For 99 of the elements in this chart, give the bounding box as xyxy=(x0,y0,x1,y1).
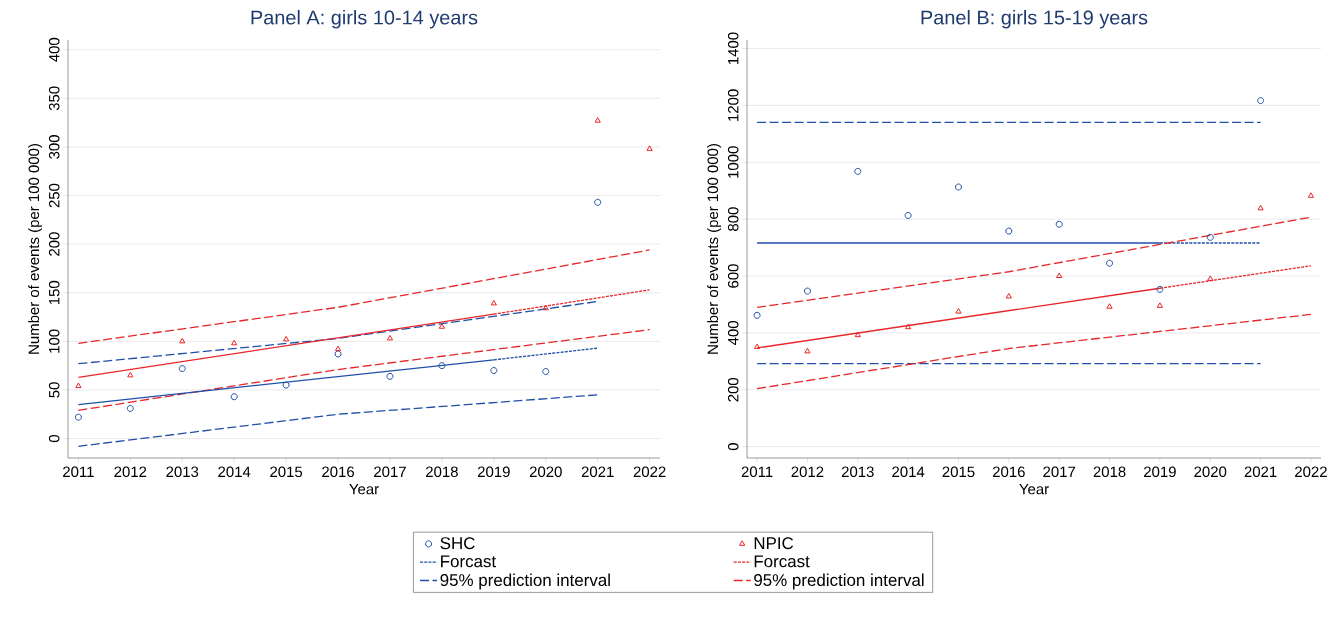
legend-label: Forcast xyxy=(754,555,810,568)
point xyxy=(955,308,962,314)
point xyxy=(854,167,862,175)
x-tick-label: 2016 xyxy=(992,466,1025,478)
x-tick-label: 2019 xyxy=(1144,466,1176,478)
x-tick-label: 2013 xyxy=(841,466,874,478)
point xyxy=(1106,303,1113,309)
y-tick-label: 150 xyxy=(48,280,60,305)
point xyxy=(954,183,962,191)
y-tick-label: 0 xyxy=(727,443,739,451)
point xyxy=(127,371,134,378)
point xyxy=(542,367,550,375)
point xyxy=(438,323,445,329)
point xyxy=(1055,220,1063,228)
point xyxy=(1106,259,1114,267)
y-tick-label: 1200 xyxy=(727,89,739,121)
point xyxy=(1257,204,1264,211)
point xyxy=(230,393,238,401)
x-tick-label: 2020 xyxy=(529,466,562,478)
chart-title: Panel A: girls 10-14 years xyxy=(251,9,478,29)
x-tick-label: 2020 xyxy=(1194,466,1227,478)
x-tick-label: 2019 xyxy=(477,466,510,478)
x-tick-label: 2018 xyxy=(1093,466,1126,478)
y-tick-label: 100 xyxy=(48,329,60,353)
y-tick-label: 300 xyxy=(48,135,60,159)
x-tick-label: 2014 xyxy=(892,466,925,478)
y-tick-label: 400 xyxy=(727,321,739,345)
x-tick-label: 2017 xyxy=(1043,466,1076,478)
y-tick-label: 200 xyxy=(48,232,60,256)
point xyxy=(75,382,82,389)
y-tick-label: 1000 xyxy=(727,146,739,178)
x-tick-label: 2022 xyxy=(1295,466,1327,478)
point xyxy=(904,211,912,219)
x-tick-label: 2016 xyxy=(322,466,354,478)
point xyxy=(1005,292,1012,299)
y-tick-label: 0 xyxy=(48,434,60,443)
y-tick-label: 200 xyxy=(727,377,739,402)
y-axis-title: Number of events (per 100 000) xyxy=(28,144,43,354)
y-tick-label: 800 xyxy=(727,207,739,231)
y-tick-label: 350 xyxy=(48,86,60,111)
legend-label: NPIC xyxy=(754,537,794,550)
point xyxy=(646,145,653,151)
x-tick-label: 2015 xyxy=(942,466,975,478)
x-tick-label: 2021 xyxy=(1244,466,1277,478)
point xyxy=(334,345,342,352)
point xyxy=(179,337,186,344)
legend-label: Forcast xyxy=(441,555,497,568)
point xyxy=(803,287,811,295)
point xyxy=(1257,97,1265,105)
x-tick-label: 2018 xyxy=(426,466,458,478)
x-tick-label: 2022 xyxy=(633,466,666,478)
point xyxy=(490,299,497,306)
x-tick-label: 2017 xyxy=(374,466,406,478)
x-axis-title: Year xyxy=(349,483,379,495)
point xyxy=(753,343,761,350)
point xyxy=(386,372,394,380)
x-tick-label: 2011 xyxy=(741,466,773,478)
y-tick-label: 1400 xyxy=(727,32,739,65)
point xyxy=(1005,227,1013,235)
point xyxy=(438,362,446,370)
x-tick-label: 2012 xyxy=(791,466,824,478)
x-tick-label: 2014 xyxy=(218,466,251,478)
x-tick-label: 2015 xyxy=(270,466,303,478)
y-tick-label: 600 xyxy=(727,264,739,288)
x-tick-label: 2013 xyxy=(166,466,199,478)
point xyxy=(542,304,549,311)
chart-title: Panel B: girls 15-19 years xyxy=(921,9,1148,29)
point xyxy=(804,347,811,354)
point xyxy=(1207,275,1214,281)
y-axis-title: Number of events (per 100 000) xyxy=(707,144,722,354)
point xyxy=(1206,233,1214,241)
point xyxy=(283,335,290,342)
point xyxy=(490,367,498,375)
y-tick-label: 50 xyxy=(48,382,60,398)
point xyxy=(1056,272,1063,279)
point xyxy=(178,365,186,373)
point xyxy=(854,331,861,338)
legend-label: 95% prediction interval xyxy=(754,573,924,590)
x-tick-label: 2012 xyxy=(114,466,147,478)
y-tick-label: 250 xyxy=(48,183,60,208)
point xyxy=(126,404,134,412)
point xyxy=(386,334,394,341)
x-axis-title: Year xyxy=(1019,483,1049,495)
point xyxy=(282,381,290,389)
point xyxy=(231,339,238,346)
x-tick-label: 2011 xyxy=(63,466,94,478)
point xyxy=(594,117,601,123)
legend-label: 95% prediction interval xyxy=(440,573,610,590)
point xyxy=(1156,302,1163,308)
point xyxy=(594,198,602,206)
point xyxy=(753,311,761,319)
point xyxy=(74,413,82,421)
x-tick-label: 2021 xyxy=(581,466,614,478)
y-tick-label: 400 xyxy=(48,37,60,62)
legend-label: SHC xyxy=(440,537,475,550)
point xyxy=(1156,285,1164,293)
point xyxy=(905,323,912,330)
point xyxy=(1307,192,1315,198)
point xyxy=(334,350,342,358)
